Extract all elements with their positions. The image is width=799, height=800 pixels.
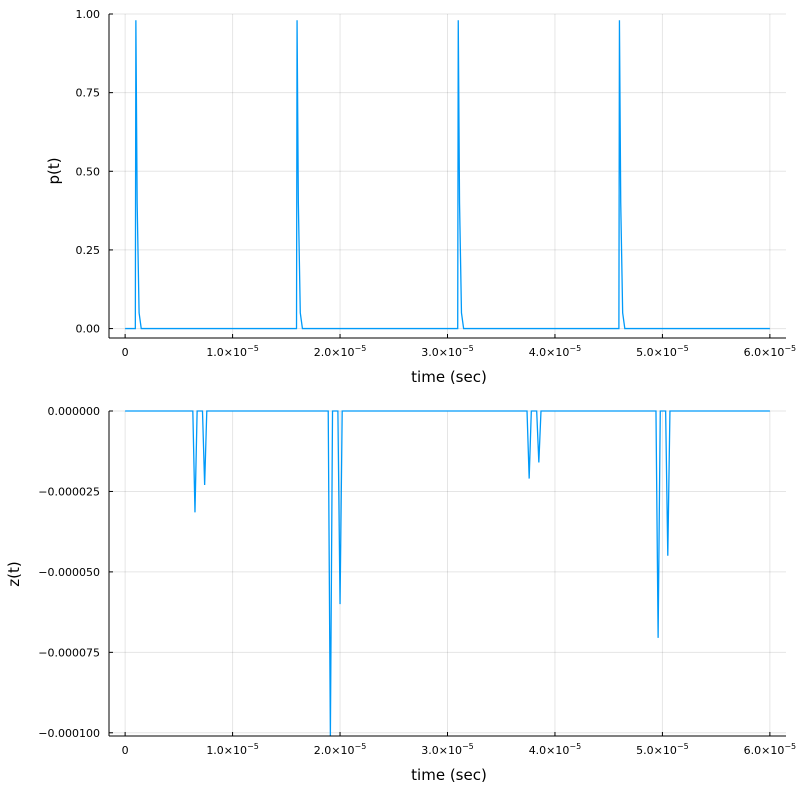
z-y-tick-label: 0.000000 (48, 405, 101, 418)
z-y-tick-label: −0.000075 (38, 646, 100, 659)
z-y-tick-label: −0.000100 (38, 727, 100, 740)
p-y-ticks: 0.00 0.25 0.50 0.75 1.00 (76, 8, 113, 336)
z-x-axis-title: time (sec) (411, 766, 487, 784)
z-x-tick-label: 6.0×10−5 (744, 742, 797, 757)
p-plot: 0 1.0×10−5 2.0×10−5 3.0×10−5 4.0×10−5 5.0×10−… (45, 8, 796, 386)
z-x-tick-label: 5.0×10−5 (636, 742, 689, 757)
p-y-tick-label: 0.75 (76, 87, 101, 100)
p-y-tick-label: 0.25 (76, 244, 101, 257)
p-series-layer (125, 20, 770, 330)
p-y-axis-title: p(t) (45, 157, 63, 184)
z-x-tick-label: 3.0×10−5 (421, 742, 474, 757)
z-series-layer (125, 410, 770, 737)
z-y-tick-label: −0.000025 (38, 485, 100, 498)
z-x-tick-label: 1.0×10−5 (206, 742, 259, 757)
z-series-line (125, 410, 770, 737)
z-x-ticks: 0 1.0×10−5 2.0×10−5 3.0×10−5 4.0×10−5 5.0×10−… (122, 732, 797, 757)
p-x-tick-label: 4.0×10−5 (529, 344, 582, 359)
p-x-axis-title: time (sec) (411, 368, 487, 386)
p-x-tick-label: 6.0×10−5 (744, 344, 797, 359)
p-y-tick-label: 1.00 (76, 8, 101, 21)
p-x-tick-label: 2.0×10−5 (314, 344, 367, 359)
z-x-tick-label: 0 (122, 744, 129, 757)
p-x-tick-label: 1.0×10−5 (206, 344, 259, 359)
z-x-tick-label: 4.0×10−5 (529, 742, 582, 757)
z-plot: 0 1.0×10−5 2.0×10−5 3.0×10−5 4.0×10−5 5.0×10−… (5, 405, 796, 784)
p-gridlines (109, 13, 786, 338)
p-x-tick-label: 0 (122, 346, 129, 359)
z-y-axis-title: z(t) (5, 561, 23, 586)
p-y-tick-label: 0.50 (76, 165, 101, 178)
z-y-ticks: 0.000000 −0.000025 −0.000050 −0.000075 −0.00… (38, 405, 113, 740)
p-x-tick-label: 3.0×10−5 (421, 344, 474, 359)
p-x-ticks: 0 1.0×10−5 2.0×10−5 3.0×10−5 4.0×10−5 5.0×10−… (122, 334, 797, 359)
p-series-line (125, 20, 770, 330)
p-x-tick-label: 5.0×10−5 (636, 344, 689, 359)
z-x-tick-label: 2.0×10−5 (314, 742, 367, 757)
z-y-tick-label: −0.000050 (38, 566, 100, 579)
p-y-tick-label: 0.00 (76, 323, 101, 336)
